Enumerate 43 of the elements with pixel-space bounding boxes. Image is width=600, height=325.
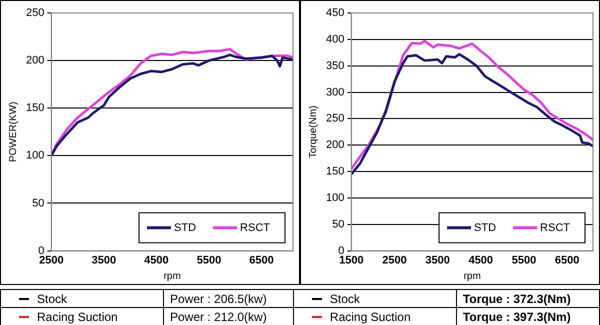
y-tick-label: 450 — [326, 7, 344, 20]
x-axis-title: rpm — [164, 270, 181, 282]
y-tick-label: 50 — [32, 197, 44, 210]
y-tick-label: 300 — [326, 86, 344, 98]
x-tick-label: 3500 — [92, 254, 116, 266]
y-tick-label: 150 — [326, 166, 344, 178]
y-tick-label: 150 — [26, 102, 44, 114]
x-tick-label: 6500 — [249, 254, 274, 266]
text: Stock — [330, 292, 360, 306]
x-tick-label: 4500 — [468, 254, 494, 266]
x-tick-label: 5500 — [196, 254, 222, 266]
y-tick-label: 100 — [326, 192, 344, 204]
x-tick-label: 3500 — [425, 254, 450, 266]
x-tick-label: 6500 — [554, 254, 580, 266]
y-tick-label: 200 — [326, 139, 344, 152]
text: Racing Suction — [37, 310, 118, 324]
y-tick-label: 350 — [326, 60, 344, 72]
text: Torque : 372.3(Nm) — [456, 290, 600, 308]
text: Power : 206.5(kw) — [164, 290, 294, 308]
y-tick-label: 0 — [338, 244, 344, 257]
y-tick-label: 400 — [326, 33, 344, 46]
legend-label: STD — [174, 222, 196, 234]
y-tick-label: 200 — [26, 54, 44, 67]
y-axis-title: Torque(Nm) — [308, 106, 319, 158]
y-axis-title: POWER(KW) — [8, 102, 19, 162]
x-tick-label: 2500 — [39, 254, 64, 266]
x-tick-label: 2500 — [382, 254, 407, 266]
text: Power : 212.0(kw) — [164, 308, 294, 325]
legend-label: STD — [474, 222, 496, 234]
y-tick-label: 50 — [332, 218, 344, 230]
y-tick-label: 100 — [26, 150, 44, 162]
y-tick-label: 0 — [38, 244, 44, 257]
x-tick-label: 4500 — [144, 254, 169, 266]
legend-label: RSCT — [240, 222, 270, 234]
text: Torque : 397.3(Nm) — [456, 308, 600, 325]
text: Racing Suction — [330, 310, 411, 324]
x-axis-title: rpm — [464, 270, 481, 282]
text: Stock — [37, 292, 68, 306]
x-tick-label: 1500 — [339, 254, 364, 266]
x-tick-label: 5500 — [512, 254, 536, 266]
y-tick-label: 250 — [26, 7, 44, 20]
y-tick-label: 250 — [326, 112, 344, 125]
legend-label: RSCT — [540, 222, 570, 234]
